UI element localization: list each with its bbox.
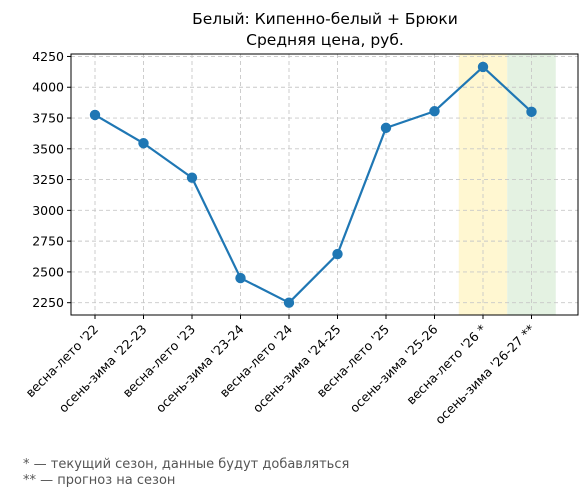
y-tick-label: 4000 [32, 80, 64, 95]
data-point [429, 106, 440, 117]
footnote-forecast: ** — прогноз на сезон [23, 473, 176, 488]
y-tick-label: 2250 [32, 295, 64, 310]
data-point [526, 106, 537, 118]
chart-subtitle: Средняя цена, руб. [246, 31, 404, 49]
data-point [89, 109, 101, 121]
highlight-band-1 [507, 54, 556, 315]
y-tick-label: 2500 [32, 264, 64, 279]
data-point [235, 272, 246, 284]
data-point [380, 122, 392, 134]
y-tick-label: 3250 [32, 172, 64, 187]
data-point [283, 297, 295, 308]
y-tick-label: 3750 [32, 111, 64, 126]
series-line [94, 65, 533, 304]
data-point [186, 172, 198, 183]
highlight-bands [458, 54, 556, 315]
y-tick-label: 3000 [32, 203, 64, 218]
highlight-band-0 [458, 54, 508, 315]
x-tick-label: осень-зима '23-24 [153, 321, 247, 415]
plot-frame [70, 53, 579, 316]
y-tick-label: 3500 [32, 141, 64, 156]
series-points [89, 61, 537, 308]
x-tick-label: осень-зима '24-25 [250, 322, 344, 416]
grid [71, 54, 578, 315]
data-point [138, 138, 149, 149]
y-axis: 2250 2500 2750 3000 3250 3500 3750 4000 4250 [32, 49, 71, 310]
chart-title: Белый: Кипенно-белый + Брюки [192, 10, 458, 28]
footnote-current-season: * — текущий сезон, данные будут добавлят… [23, 457, 350, 472]
x-tick-label: осень-зима '26-27 ** [432, 322, 538, 428]
y-tick-label: 2750 [32, 234, 64, 249]
series-polyline [94, 65, 533, 304]
data-point [332, 248, 343, 260]
x-tick-label: осень-зима '22-23 [56, 322, 150, 416]
y-tick-label: 4250 [32, 49, 64, 64]
x-tick-label: осень-зима '25-26 [347, 321, 441, 415]
data-point [477, 61, 489, 73]
